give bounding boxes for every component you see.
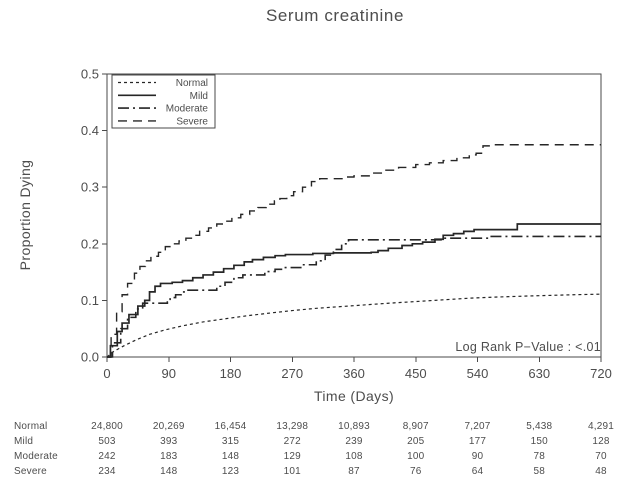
y-tick-label: 0.5 (81, 67, 99, 82)
legend-label-mild: Mild (190, 91, 208, 102)
legend-label-severe: Severe (176, 116, 208, 127)
risk-cell: 315 (221, 436, 240, 447)
survival-curve-mild (107, 223, 601, 358)
y-tick-label: 0.4 (81, 123, 99, 138)
risk-cell: 4,291 (587, 421, 615, 432)
y-tick-label: 0.0 (81, 350, 99, 365)
risk-cell: 13,298 (276, 421, 309, 432)
risk-cell: 78 (533, 451, 546, 462)
risk-cell: 234 (98, 466, 116, 477)
risk-cell: 177 (468, 436, 487, 447)
risk-cell: 239 (345, 436, 363, 447)
y-tick-label: 0.3 (81, 180, 99, 195)
risk-cell: 108 (345, 451, 363, 462)
survival-curve-moderate (107, 235, 601, 358)
risk-cell: 90 (471, 451, 484, 462)
chart-title: Serum creatinine (265, 6, 405, 25)
risk-cell: 5,438 (526, 421, 553, 432)
risk-row-label-severe: Severe (14, 466, 47, 477)
x-tick-label: 720 (590, 366, 612, 381)
risk-cell: 70 (595, 451, 607, 462)
risk-cell: 205 (407, 436, 425, 447)
risk-cell: 242 (98, 451, 116, 462)
risk-cell: 64 (471, 466, 484, 477)
risk-row-label-moderate: Moderate (14, 451, 58, 462)
risk-row-label-mild: Mild (14, 436, 34, 447)
risk-cell: 48 (595, 466, 607, 477)
x-tick-label: 180 (220, 366, 242, 381)
risk-cell: 87 (348, 466, 360, 477)
risk-cell: 503 (98, 436, 116, 447)
legend-box (111, 74, 216, 129)
risk-cell: 101 (283, 466, 301, 477)
x-tick-label: 360 (343, 366, 365, 381)
x-tick-label: 540 (467, 366, 489, 381)
risk-cell: 16,454 (214, 421, 247, 432)
risk-cell: 272 (283, 436, 301, 447)
risk-cell: 183 (160, 451, 178, 462)
risk-cell: 148 (160, 466, 178, 477)
risk-cell: 58 (533, 466, 546, 477)
x-tick-label: 270 (281, 366, 303, 381)
legend-label-normal: Normal (176, 78, 208, 89)
survival-curve-severe (107, 144, 601, 358)
x-axis-label: Time (Days) (313, 388, 395, 404)
y-tick-label: 0.1 (81, 293, 99, 308)
log-rank-annotation: Log Rank P−Value : <.01 (455, 340, 601, 354)
x-tick-label: 630 (528, 366, 550, 381)
risk-cell: 7,207 (464, 421, 491, 432)
x-tick-label: 450 (405, 366, 427, 381)
risk-cell: 148 (221, 451, 240, 462)
risk-cell: 393 (160, 436, 178, 447)
risk-row-label-normal: Normal (14, 421, 48, 432)
risk-cell: 150 (530, 436, 548, 447)
risk-cell: 129 (283, 451, 301, 462)
y-tick-label: 0.2 (81, 236, 99, 251)
risk-cell: 76 (409, 466, 422, 477)
risk-cell: 24,800 (91, 421, 123, 432)
survival-curve-normal (106, 293, 602, 358)
risk-cell: 10,893 (338, 421, 370, 432)
x-tick-label: 90 (162, 366, 176, 381)
risk-cell: 100 (407, 451, 425, 462)
risk-cell: 123 (221, 466, 240, 477)
risk-cell: 20,269 (152, 421, 185, 432)
risk-cell: 128 (592, 436, 610, 447)
risk-cell: 8,907 (402, 421, 429, 432)
legend-label-moderate: Moderate (166, 104, 209, 115)
x-tick-label: 0 (103, 366, 110, 381)
